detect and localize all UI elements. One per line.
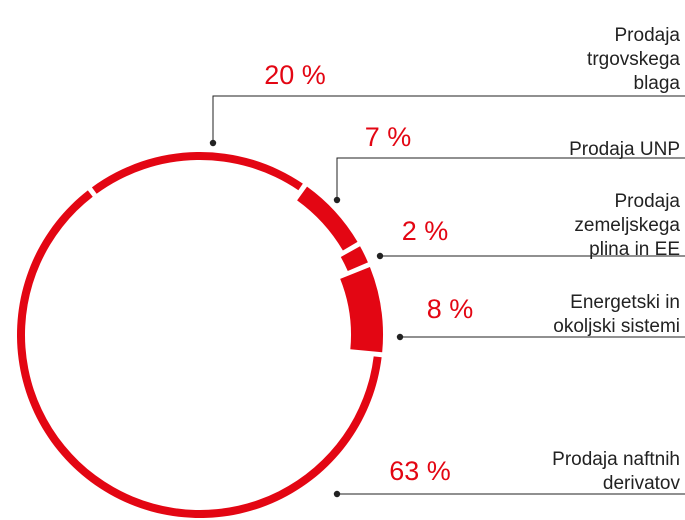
value-label: 20 % xyxy=(264,60,326,90)
leader-dot xyxy=(333,490,341,498)
pie-segment xyxy=(340,267,383,353)
leader-dot xyxy=(333,196,341,204)
category-label: Prodaja zemeljskega plina in EE xyxy=(574,191,680,260)
pie-segment xyxy=(16,190,382,519)
leader-dot xyxy=(396,333,404,341)
leader-dot xyxy=(376,252,384,260)
value-label: 8 % xyxy=(427,294,474,324)
value-label: 7 % xyxy=(365,122,412,152)
pie-segment xyxy=(91,152,303,194)
category-label: Energetski in okoljski sistemi xyxy=(553,292,680,337)
category-label: Prodaja naftnih derivatov xyxy=(552,449,680,494)
pie-segment xyxy=(340,246,368,272)
leader-line xyxy=(336,157,685,200)
leader-line xyxy=(212,95,685,143)
category-label: Prodaja trgovskega blaga xyxy=(587,25,680,94)
value-label: 63 % xyxy=(389,456,451,486)
category-label: Prodaja UNP xyxy=(569,139,680,160)
pie-segment xyxy=(297,186,358,251)
leader-dot xyxy=(209,139,217,147)
value-label: 2 % xyxy=(402,216,449,246)
